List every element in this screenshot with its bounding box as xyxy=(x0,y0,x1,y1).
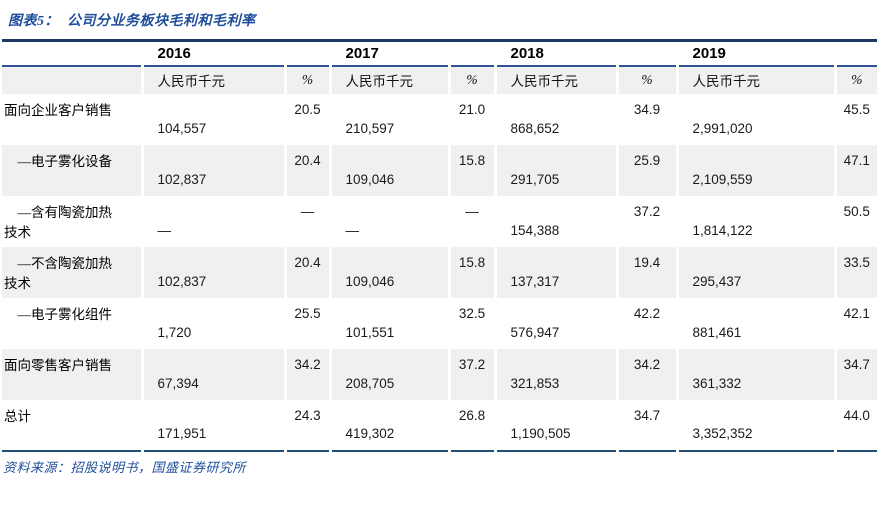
value-2019: 295,437 xyxy=(675,246,835,298)
value-2016: 67,394 xyxy=(140,348,285,400)
pct-2019: 42.1 xyxy=(833,297,877,349)
pct-2018: 34.9 xyxy=(615,93,677,145)
pct-2018: 42.2 xyxy=(615,297,677,349)
value-2016: 171,951 xyxy=(140,399,285,452)
figure-number-label: 图表5： xyxy=(8,14,59,29)
value-2017: 208,705 xyxy=(328,348,449,400)
value-2019: 361,332 xyxy=(675,348,835,400)
pct-2017: 15.8 xyxy=(447,144,495,196)
row-label: 面向企业客户销售 xyxy=(4,102,112,118)
value-2017: 109,046 xyxy=(328,144,449,196)
pct-2016: — xyxy=(283,195,330,247)
table-row-total: 总计 171,951 24.3 419,302 26.8 1,190,505 3… xyxy=(2,399,877,452)
pct-2016: 20.4 xyxy=(283,144,330,196)
pct-2017: 32.5 xyxy=(447,297,495,349)
pct-header-2016: % xyxy=(283,65,330,94)
table-row: 面向零售客户销售 67,394 34.2 208,705 37.2 321,85… xyxy=(2,348,877,400)
unit-header-2016: 人民币千元 xyxy=(140,65,285,94)
value-2016: 1,720 xyxy=(140,297,285,349)
pct-2019: 34.7 xyxy=(833,348,877,400)
row-label: —含有陶瓷加热 技术 xyxy=(4,204,112,240)
value-2016: — xyxy=(140,195,285,247)
pct-2017: 26.8 xyxy=(447,399,495,452)
value-2018: 291,705 xyxy=(493,144,617,196)
value-2019: 2,109,559 xyxy=(675,144,835,196)
value-2016: 104,557 xyxy=(140,93,285,145)
pct-2019: 44.0 xyxy=(833,399,877,452)
value-2018: 137,317 xyxy=(493,246,617,298)
year-header-2017: 2017 xyxy=(328,39,495,67)
table-row: —电子雾化组件 1,720 25.5 101,551 32.5 576,947 … xyxy=(2,297,877,349)
value-2017: 109,046 xyxy=(328,246,449,298)
figure-title: 图表5： 公司分业务板块毛利和毛利率 xyxy=(8,10,877,30)
table-row: —电子雾化设备 102,837 20.4 109,046 15.8 291,70… xyxy=(2,144,877,196)
pct-2017: 37.2 xyxy=(447,348,495,400)
value-2016: 102,837 xyxy=(140,144,285,196)
figure-title-text: 公司分业务板块毛利和毛利率 xyxy=(67,14,256,29)
value-2018: 868,652 xyxy=(493,93,617,145)
value-2019: 2,991,020 xyxy=(675,93,835,145)
pct-2018: 34.7 xyxy=(615,399,677,452)
value-2018: 321,853 xyxy=(493,348,617,400)
value-2019: 1,814,122 xyxy=(675,195,835,247)
table-row: —不含陶瓷加热 技术 102,837 20.4 109,046 15.8 137… xyxy=(2,246,877,298)
pct-header-2017: % xyxy=(447,65,495,94)
value-2017: 101,551 xyxy=(328,297,449,349)
unit-header-2018: 人民币千元 xyxy=(493,65,617,94)
value-2017: — xyxy=(328,195,449,247)
unit-header-2019: 人民币千元 xyxy=(675,65,835,94)
row-label: —电子雾化设备 xyxy=(4,153,112,169)
unit-header-row: 人民币千元 % 人民币千元 % 人民币千元 % 人民币千元 % xyxy=(2,65,877,94)
value-2016: 102,837 xyxy=(140,246,285,298)
pct-2017: 15.8 xyxy=(447,246,495,298)
pct-2018: 25.9 xyxy=(615,144,677,196)
pct-2019: 47.1 xyxy=(833,144,877,196)
pct-2018: 37.2 xyxy=(615,195,677,247)
pct-2016: 25.5 xyxy=(283,297,330,349)
pct-2019: 50.5 xyxy=(833,195,877,247)
pct-2016: 20.4 xyxy=(283,246,330,298)
pct-header-2018: % xyxy=(615,65,677,94)
pct-2016: 34.2 xyxy=(283,348,330,400)
pct-2016: 24.3 xyxy=(283,399,330,452)
pct-2019: 33.5 xyxy=(833,246,877,298)
year-header-2018: 2018 xyxy=(493,39,677,67)
unit-corner-cell xyxy=(2,65,142,94)
value-2019: 3,352,352 xyxy=(675,399,835,452)
value-2018: 1,190,505 xyxy=(493,399,617,452)
source-note: 资料来源：招股说明书，国盛证券研究所 xyxy=(3,459,247,475)
gross-profit-table: 2016 2017 2018 2019 人民币千元 % 人民币千元 % 人民币千… xyxy=(2,39,877,452)
unit-header-2017: 人民币千元 xyxy=(328,65,449,94)
value-2018: 154,388 xyxy=(493,195,617,247)
row-label: 总计 xyxy=(2,399,142,452)
year-header-row: 2016 2017 2018 2019 xyxy=(2,39,877,67)
pct-2017: 21.0 xyxy=(447,93,495,145)
value-2017: 419,302 xyxy=(328,399,449,452)
table-row: 面向企业客户销售 104,557 20.5 210,597 21.0 868,6… xyxy=(2,93,877,145)
pct-2017: — xyxy=(447,195,495,247)
year-header-2019: 2019 xyxy=(675,39,877,67)
value-2018: 576,947 xyxy=(493,297,617,349)
pct-2019: 45.5 xyxy=(833,93,877,145)
pct-2018: 19.4 xyxy=(615,246,677,298)
pct-2016: 20.5 xyxy=(283,93,330,145)
pct-2018: 34.2 xyxy=(615,348,677,400)
row-label: —电子雾化组件 xyxy=(4,306,112,322)
pct-header-2019: % xyxy=(833,65,877,94)
corner-cell xyxy=(2,39,142,67)
row-label: —不含陶瓷加热 技术 xyxy=(4,255,112,291)
row-label: 面向零售客户销售 xyxy=(4,357,112,373)
year-header-2016: 2016 xyxy=(140,39,330,67)
value-2019: 881,461 xyxy=(675,297,835,349)
table-row: —含有陶瓷加热 技术 — — — — 154,388 37.2 1,814,12… xyxy=(2,195,877,247)
value-2017: 210,597 xyxy=(328,93,449,145)
